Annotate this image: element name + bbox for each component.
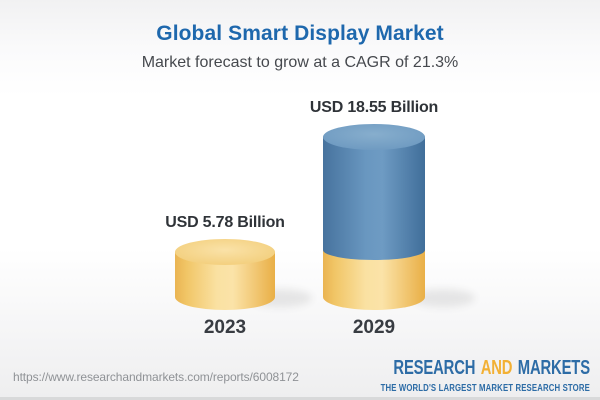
logo-tagline: THE WORLD'S LARGEST MARKET RESEARCH STOR… bbox=[380, 382, 590, 394]
bar-2029-growth-segment bbox=[323, 137, 425, 260]
logo-word-research: RESEARCH bbox=[393, 357, 476, 379]
bar-2029-top bbox=[323, 124, 425, 150]
logo-word-and: AND bbox=[480, 357, 513, 379]
bar-2029-cylinder bbox=[323, 124, 425, 310]
logo-word-markets: MARKETS bbox=[517, 357, 590, 379]
company-logo: RESEARCH AND MARKETS THE WORLD'S LARGEST… bbox=[307, 357, 591, 394]
page-title: Global Smart Display Market bbox=[156, 22, 444, 45]
bar-2029-base-segment bbox=[323, 250, 425, 310]
bottom-border bbox=[0, 397, 600, 400]
bar-2029-shadow bbox=[411, 289, 475, 307]
logo-wordmark: RESEARCH AND MARKETS bbox=[381, 357, 590, 380]
bar-2023-body bbox=[175, 252, 275, 310]
chart-header: Global Smart Display Market Market forec… bbox=[0, 0, 600, 72]
page-subtitle: Market forecast to grow at a CAGR of 21.… bbox=[141, 54, 459, 71]
bar-2023-top bbox=[175, 239, 275, 265]
bar-2023-cylinder bbox=[175, 239, 275, 310]
report-url: https://www.researchandmarkets.com/repor… bbox=[13, 370, 299, 384]
